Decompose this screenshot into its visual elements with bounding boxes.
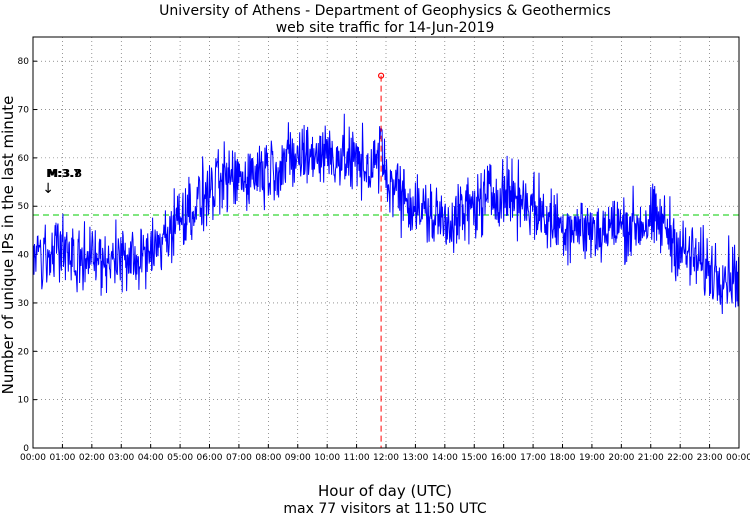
x-tick-label: 23:00 [697,453,723,463]
x-tick-label: 19:00 [579,453,605,463]
y-tick-label: 30 [18,299,30,309]
traffic-series-line [32,113,740,315]
y-tick-label: 50 [18,202,30,212]
y-tick-label: 20 [18,347,30,357]
x-tick-label: 21:00 [638,453,664,463]
x-tick-label: 00:00 [20,453,46,463]
y-tick-label: 0 [23,444,29,454]
x-tick-label: 03:00 [108,453,134,463]
x-tick-label: 01:00 [49,453,75,463]
x-tick-label: 00:00 [726,453,750,463]
chart-footer: max 77 visitors at 11:50 UTC [283,501,486,515]
y-tick-label: 10 [18,396,30,406]
x-tick-label: 06:00 [197,453,223,463]
x-tick-label: 14:00 [432,453,458,463]
x-tick-label: 15:00 [461,453,487,463]
x-tick-label: 09:00 [285,453,311,463]
x-tick-label: 22:00 [667,453,693,463]
chart-title: University of Athens - Department of Geo… [159,3,611,19]
x-tick-label: 20:00 [608,453,634,463]
y-tick-label: 40 [18,251,30,261]
plot-frame [32,36,740,449]
x-tick-label: 18:00 [550,453,576,463]
annotation-label-overlap: M:3.8 [47,167,82,180]
grid [33,37,739,448]
y-tick-label: 80 [18,57,30,67]
x-tick-label: 04:00 [138,453,164,463]
x-tick-label: 11:00 [344,453,370,463]
y-tick-label: 60 [18,154,30,164]
x-tick-label: 13:00 [402,453,428,463]
x-tick-label: 12:00 [373,453,399,463]
chart-subtitle: web site traffic for 14-Jun-2019 [276,20,495,36]
y-axis-label: Number of unique IPs in the last minute [0,96,17,395]
x-tick-label: 16:00 [491,453,517,463]
x-tick-label: 07:00 [226,453,252,463]
x-tick-label: 05:00 [167,453,193,463]
x-tick-label: 10:00 [314,453,340,463]
x-tick-label: 17:00 [520,453,546,463]
x-tick-label: 02:00 [79,453,105,463]
x-axis-label: Hour of day (UTC) [318,482,452,500]
x-axis-ticks: 00:00 01:00 02:00 03:00 04:00 05:00 06:00 07:00… [20,444,750,463]
annotation-arrow: ↓ [42,181,54,197]
x-tick-label: 08:00 [255,453,281,463]
y-tick-label: 70 [18,106,30,116]
max-marker-point [377,72,385,79]
annotation-label: M:3.7 [46,167,81,180]
